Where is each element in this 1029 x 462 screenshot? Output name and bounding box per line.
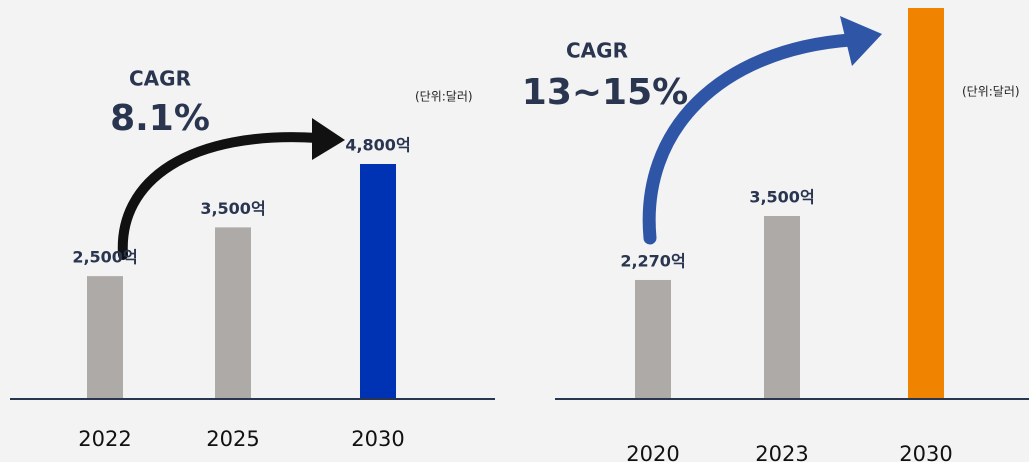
bar <box>764 216 800 398</box>
bar <box>908 8 944 398</box>
x-tick-label: 2030 <box>899 442 952 462</box>
bar <box>215 227 251 398</box>
bar <box>87 276 123 398</box>
cagr-label: CAGR <box>566 39 628 63</box>
x-tick-label: 2020 <box>626 442 679 462</box>
value-label: 2,270억 <box>620 251 685 270</box>
unit-label: (단위:달러) <box>415 90 473 104</box>
value-label: 4,800억 <box>345 136 410 155</box>
unit-label: (단위:달러) <box>962 85 1020 99</box>
x-tick-label: 2023 <box>755 442 808 462</box>
growth-arrow-left <box>117 118 345 260</box>
value-label: 3,500억 <box>200 199 265 218</box>
growth-arrow-right <box>642 16 882 245</box>
bar <box>635 279 671 398</box>
value-label: 3,500억 <box>749 188 814 207</box>
x-tick-label: 2030 <box>351 427 404 451</box>
cagr-value: 8.1% <box>110 98 210 139</box>
x-tick-label: 2022 <box>78 427 131 451</box>
bar <box>360 164 396 398</box>
x-tick-label: 2025 <box>206 427 259 451</box>
value-label: 2,500억 <box>72 248 137 267</box>
cagr-label: CAGR <box>129 67 191 91</box>
cagr-value: 13~15% <box>522 72 688 113</box>
